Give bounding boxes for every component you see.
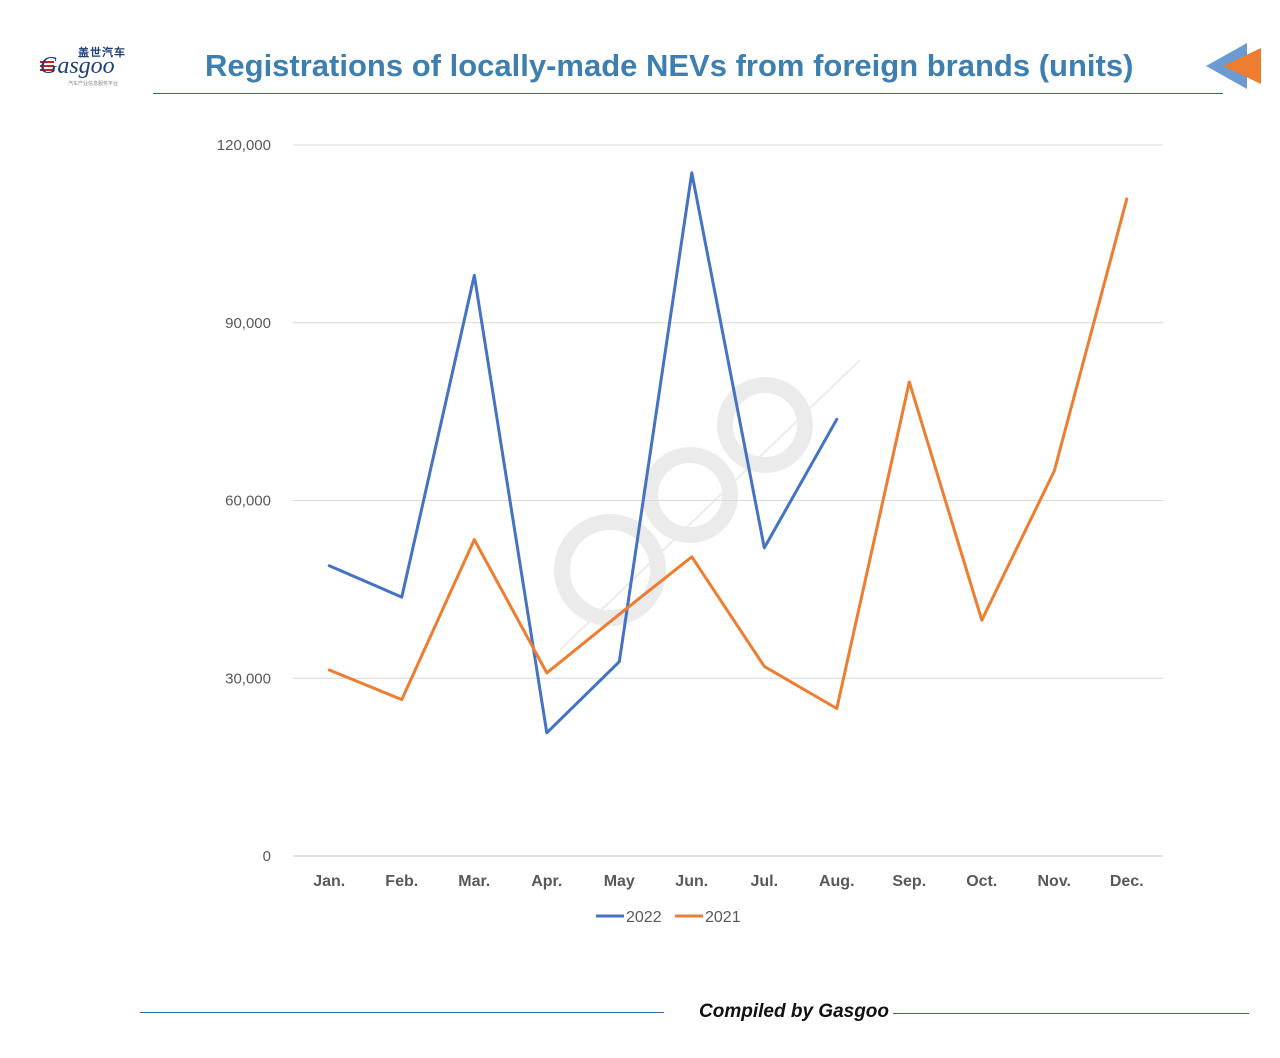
y-tick-label: 0 (263, 848, 271, 865)
legend: 2022 2021 (596, 909, 741, 926)
y-tick-label: 90,000 (225, 315, 271, 332)
footer-divider-left (140, 1012, 664, 1013)
x-tick-label: Apr. (531, 873, 562, 890)
logo-tagline: 汽车产业信息服务平台 (68, 81, 119, 87)
logo-stripes-icon (40, 61, 54, 73)
footer-credit: Compiled by Gasgoo (699, 1001, 890, 1022)
x-tick-label: Jan. (313, 873, 345, 890)
x-axis-tick-labels: Jan. Feb. Mar. Apr. May Jun. Jul. Aug. Sep. Oct. N… (313, 873, 1143, 890)
arrow-left-icon (1206, 43, 1261, 89)
x-tick-label: May (604, 873, 635, 890)
footer-divider-right (893, 1013, 1249, 1014)
y-tick-label: 60,000 (225, 493, 271, 510)
x-tick-label: Oct. (966, 873, 997, 890)
x-tick-label: Jul. (750, 873, 778, 890)
x-tick-label: Dec. (1110, 873, 1144, 890)
gasgoo-watermark-icon (554, 359, 861, 651)
x-tick-label: Feb. (385, 873, 418, 890)
y-tick-label: 30,000 (225, 670, 271, 687)
x-tick-label: Nov. (1038, 873, 1071, 890)
x-tick-label: Sep. (892, 873, 926, 890)
logo-chinese-text: 盖世汽车 (78, 46, 126, 59)
logo-wordmark: Gasgoo (40, 53, 115, 79)
series-layer (327, 171, 1129, 735)
x-tick-label: Mar. (458, 873, 490, 890)
grid-lines (293, 144, 1163, 857)
x-tick-label: Jun. (675, 873, 708, 890)
x-tick-label: Aug. (819, 873, 855, 890)
gasgoo-logo: 盖世汽车 Gasgoo 汽车产业信息服务平台 (40, 44, 160, 90)
series-line-2022 (327, 171, 839, 735)
y-axis-tick-labels: 0 30,000 60,000 90,000 120,000 (217, 137, 271, 865)
page-title: Registrations of locally-made NEVs from … (205, 48, 1134, 83)
legend-label-2022: 2022 (626, 909, 662, 926)
legend-label-2021: 2021 (705, 909, 741, 926)
y-tick-label: 120,000 (217, 137, 271, 154)
title-divider (153, 93, 1223, 94)
series-line-2021 (327, 197, 1129, 710)
